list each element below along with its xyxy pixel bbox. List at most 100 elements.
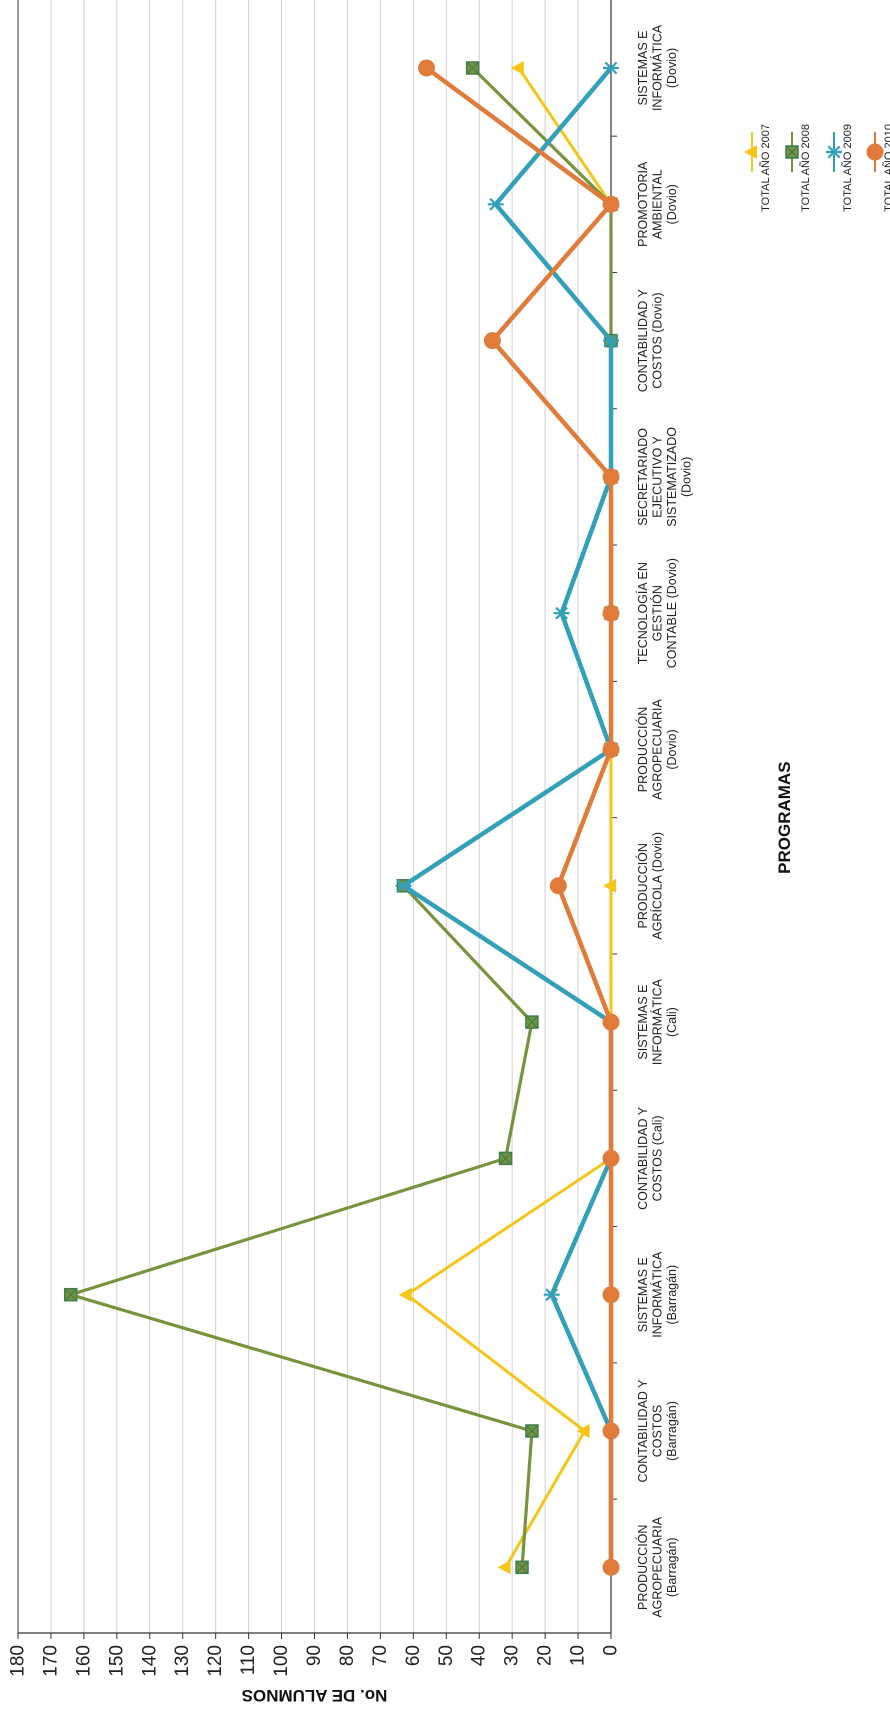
y-tick-label: 80 (337, 1645, 358, 1666)
data-point (497, 1560, 511, 1575)
category-label: PRODUCCIÓN (635, 707, 650, 792)
category-label: (Barragán) (665, 1265, 679, 1325)
data-point (549, 877, 567, 895)
category-label: AMBIENTAL (651, 169, 665, 239)
y-tick-label: 10 (568, 1645, 589, 1666)
data-point (602, 1558, 620, 1576)
data-point (602, 741, 620, 758)
data-point (553, 606, 570, 620)
legend-label: TOTAL AÑO 2008 (799, 124, 812, 212)
data-point (785, 145, 799, 159)
data-point (603, 334, 619, 347)
category-label: (Dovio) (665, 184, 679, 224)
y-tick-label: 170 (40, 1645, 61, 1677)
data-point (602, 195, 620, 213)
data-point (525, 1424, 539, 1438)
y-tick-label: 0 (601, 1645, 622, 1656)
data-point (744, 145, 757, 159)
y-axis-title: No. DE ALUMNOS (242, 1686, 388, 1705)
legend-entry: TOTAL AÑO 2007 (744, 124, 772, 212)
legend-label: TOTAL AÑO 2009 (841, 124, 854, 212)
category-label: SISTEMAS E (636, 1257, 650, 1332)
category-label: (Cali) (665, 1007, 679, 1037)
category-label: AGROPECUARIA (651, 1516, 665, 1617)
data-point (602, 468, 620, 486)
legend-label: TOTAL AÑO 2010 (882, 124, 890, 212)
legend: TOTAL AÑO 2007 TOTAL AÑO 2008 TOTAL AÑO 20… (744, 124, 890, 212)
axis-titles: No. DE ALUMNOS PROGRAMAS (242, 761, 794, 1705)
data-point (487, 197, 504, 211)
category-label: GESTIÓN (650, 585, 665, 641)
y-tick-label: 60 (403, 1645, 424, 1666)
series-group (63, 59, 620, 1576)
series-2 (63, 61, 618, 1575)
y-tick-label: 30 (502, 1645, 523, 1666)
category-label: CONTABILIDAD Y (636, 1379, 650, 1483)
data-point (602, 1149, 620, 1167)
data-point (866, 143, 884, 161)
category-label: SISTEMAS E (636, 985, 650, 1060)
data-point (603, 61, 619, 75)
data-point (395, 879, 412, 893)
y-tick-label: 130 (172, 1645, 193, 1677)
category-label: AGROPECUARIA (651, 698, 665, 799)
data-point (510, 61, 524, 75)
category-label: COSTOS (Cali) (651, 1115, 665, 1201)
category-label: (Barragán) (665, 1537, 679, 1597)
category-label: INFORMÁTICA (650, 1251, 665, 1338)
data-point (515, 1560, 529, 1575)
data-point (498, 1151, 513, 1166)
category-label: TECNOLOGÍA EN (635, 562, 650, 664)
data-point (418, 59, 436, 77)
category-label: (Dovio) (680, 457, 694, 497)
y-tick-label: 150 (106, 1645, 127, 1677)
y-tick-label: 110 (238, 1645, 259, 1675)
category-label: PRODUCCIÓN (635, 1525, 650, 1610)
category-label: INFORMÁTICA (650, 978, 665, 1065)
legend-entry: TOTAL AÑO 2009 (826, 124, 854, 212)
category-label: EJECUTIVO Y (651, 435, 665, 517)
category-labels: SISTEMAS E INFORMÁTICA (Dovio)PROMOTORIA AM… (635, 24, 694, 1617)
y-tick-label: 160 (73, 1645, 94, 1677)
data-point (603, 878, 616, 893)
y-tick-label: 70 (370, 1645, 391, 1666)
series-line (425, 66, 614, 1568)
y-tick-label: 140 (139, 1645, 160, 1677)
data-point (576, 1424, 590, 1438)
x-axis-title: PROGRAMAS (775, 761, 794, 873)
data-point (602, 1013, 620, 1031)
data-point (602, 1286, 620, 1304)
data-point (602, 604, 620, 622)
category-label: AGRÍCOLA (Dovio) (650, 832, 665, 940)
category-label: COSTOS (Dovio) (651, 292, 665, 388)
data-point (465, 61, 480, 75)
category-label: (Dovio) (665, 48, 679, 88)
y-tick-labels: 0 10 20 30 40 50 60 70 80 90 100 110 120 130 140 150 160… (8, 1645, 622, 1677)
category-label: INFORMÁTICA (650, 24, 665, 111)
category-label: (Barragán) (665, 1401, 679, 1461)
y-tick-label: 90 (304, 1645, 325, 1666)
y-tick-label: 120 (205, 1645, 226, 1677)
category-label: CONTABLE (Dovio) (665, 558, 679, 668)
data-point (602, 1422, 620, 1440)
legend-entry: TOTAL AÑO 2008 (785, 124, 812, 212)
y-tick-label: 50 (436, 1645, 457, 1666)
data-point (826, 145, 842, 159)
category-label: SISTEMATIZADO (665, 427, 679, 527)
y-tick-label: 180 (8, 1645, 29, 1677)
data-point (483, 332, 501, 350)
y-tick-label: 100 (271, 1645, 292, 1677)
legend-label: TOTAL AÑO 2007 (759, 124, 772, 212)
category-label: PRODUCCIÓN (635, 843, 650, 928)
gridlines (17, 0, 579, 1633)
category-label: CONTABILIDAD Y (636, 1106, 650, 1210)
series-line (69, 66, 613, 1568)
category-label: SECRETARIADO (636, 428, 650, 526)
data-point (398, 1287, 412, 1302)
series-line (401, 66, 614, 1568)
data-point (543, 1288, 560, 1302)
category-label: CONTABILIDAD Y (636, 288, 650, 392)
category-label: PROMOTORIA (636, 161, 650, 247)
data-point (63, 1287, 78, 1302)
